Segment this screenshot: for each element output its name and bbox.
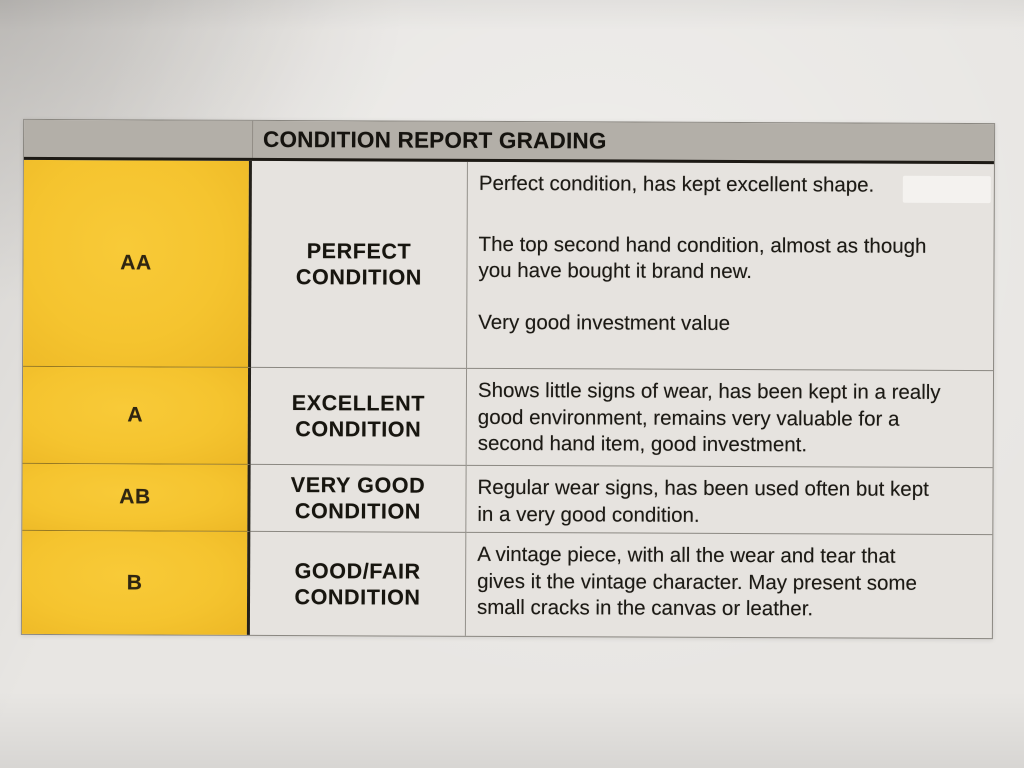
description-cell-ab: Regular wear signs, has been used often …: [466, 465, 993, 536]
grade-cell-b: B: [21, 530, 251, 635]
description-paragraph: Very good investment value: [478, 310, 731, 335]
description-cell-aa: Perfect condition, has kept excellent sh…: [467, 161, 994, 372]
description-paragraph: A vintage piece, with all the wear and t…: [476, 542, 918, 621]
grade-label-aa: AA: [120, 251, 152, 275]
condition-cell-very-good: VERY GOOD CONDITION: [250, 464, 467, 533]
description-cell-a: Shows little signs of wear, has been kep…: [466, 368, 994, 469]
table-header-row: CONDITION REPORT GRADING: [23, 119, 995, 165]
description-paragraph: Shows little signs of wear, has been kep…: [477, 378, 941, 457]
description-cell-b: A vintage piece, with all the wear and t…: [466, 533, 992, 638]
grade-label-b: B: [126, 570, 143, 594]
condition-cell-excellent: EXCELLENT CONDITION: [250, 367, 468, 466]
grade-cell-aa: AA: [23, 159, 252, 368]
condition-cell-perfect: PERFECT CONDITION: [251, 160, 468, 369]
whiteout-patch: [902, 175, 991, 204]
grade-label-a: A: [127, 403, 144, 427]
condition-cell-good-fair: GOOD/FAIR CONDITION: [249, 531, 467, 636]
description-paragraph: The top second hand condition, almost as…: [478, 232, 927, 284]
condition-grading-table: CONDITION REPORT GRADING AA PERFECT COND…: [20, 118, 996, 640]
grade-cell-ab: AB: [22, 463, 251, 532]
table-title: CONDITION REPORT GRADING: [262, 126, 607, 153]
grade-label-ab: AB: [119, 485, 151, 509]
description-paragraph: Regular wear signs, has been used often …: [477, 475, 929, 527]
grade-cell-a: A: [22, 366, 252, 465]
